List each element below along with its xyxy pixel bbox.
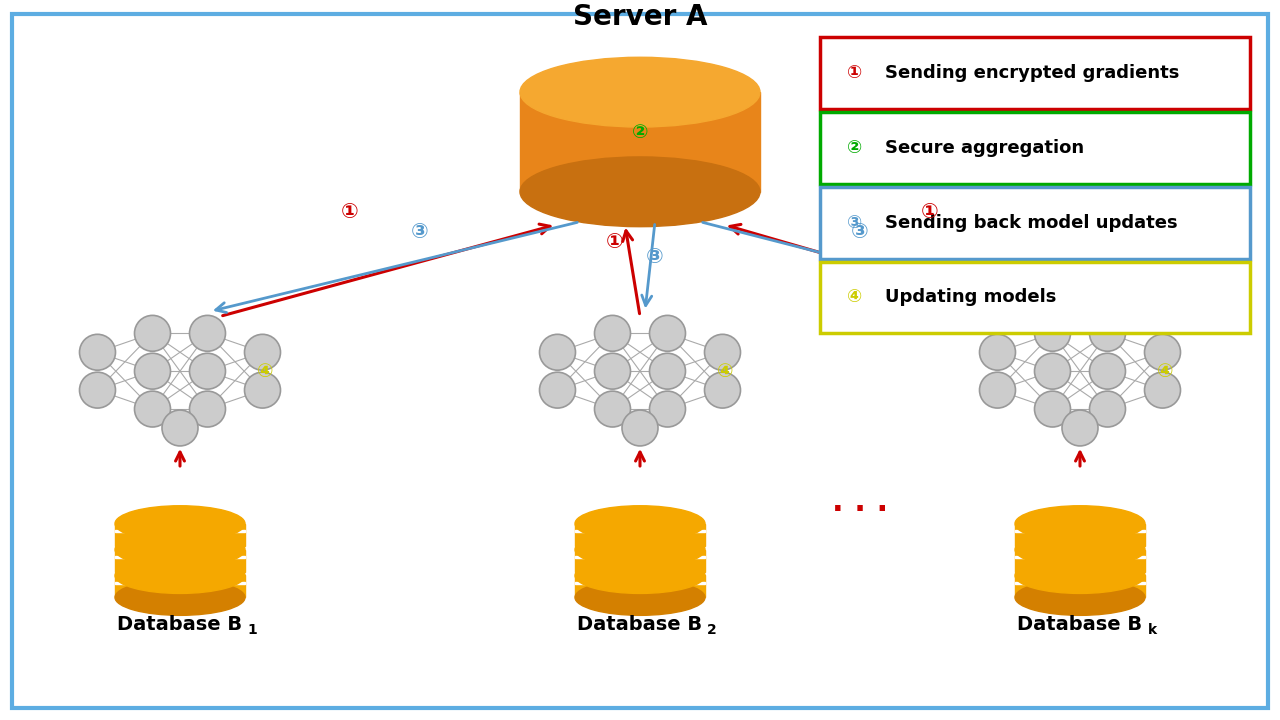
Circle shape — [704, 334, 741, 370]
Ellipse shape — [1015, 557, 1146, 593]
Bar — [1015, 575, 1146, 598]
Circle shape — [244, 372, 280, 408]
Text: ②: ② — [632, 122, 648, 142]
Text: ④: ④ — [257, 361, 273, 381]
Circle shape — [134, 315, 170, 351]
Text: ④: ④ — [847, 289, 863, 307]
Text: Database B: Database B — [118, 616, 243, 634]
Bar — [520, 92, 760, 192]
FancyBboxPatch shape — [12, 14, 1268, 708]
Bar — [115, 556, 244, 558]
Text: ③: ③ — [411, 222, 429, 242]
Text: Secure aggregation: Secure aggregation — [884, 139, 1084, 157]
Text: Updating models: Updating models — [884, 289, 1056, 307]
Circle shape — [1034, 315, 1070, 351]
FancyBboxPatch shape — [820, 186, 1251, 258]
FancyBboxPatch shape — [820, 112, 1251, 184]
Circle shape — [539, 334, 576, 370]
Text: ①: ① — [607, 232, 623, 251]
Ellipse shape — [520, 58, 760, 127]
Bar — [115, 523, 244, 546]
Circle shape — [1034, 354, 1070, 389]
Ellipse shape — [575, 557, 705, 593]
Circle shape — [189, 354, 225, 389]
Circle shape — [979, 334, 1015, 370]
Circle shape — [79, 334, 115, 370]
Bar — [575, 556, 705, 558]
Bar — [1015, 549, 1146, 572]
Circle shape — [163, 410, 198, 446]
Text: · · ·: · · · — [832, 496, 888, 525]
Circle shape — [1144, 372, 1180, 408]
Circle shape — [189, 391, 225, 427]
Text: ④: ④ — [1157, 361, 1174, 381]
Text: ①: ① — [342, 202, 358, 222]
Circle shape — [79, 372, 115, 408]
Bar — [115, 530, 244, 533]
Ellipse shape — [1015, 505, 1146, 541]
Text: ③: ③ — [847, 214, 863, 232]
Circle shape — [649, 354, 686, 389]
Ellipse shape — [115, 505, 244, 541]
Circle shape — [539, 372, 576, 408]
Bar — [115, 549, 244, 572]
Circle shape — [1034, 391, 1070, 427]
FancyBboxPatch shape — [820, 37, 1251, 109]
Ellipse shape — [115, 531, 244, 567]
Circle shape — [134, 391, 170, 427]
Text: ④: ④ — [717, 361, 733, 381]
Bar — [1015, 523, 1146, 546]
Text: ③: ③ — [646, 246, 664, 266]
Text: ③: ③ — [851, 222, 869, 242]
Circle shape — [622, 410, 658, 446]
Ellipse shape — [1015, 531, 1146, 567]
Circle shape — [649, 315, 686, 351]
Bar — [575, 575, 705, 598]
Circle shape — [979, 372, 1015, 408]
Bar — [115, 575, 244, 598]
Circle shape — [1144, 334, 1180, 370]
Bar — [575, 582, 705, 584]
Ellipse shape — [520, 157, 760, 227]
Text: Sending encrypted gradients: Sending encrypted gradients — [884, 64, 1179, 82]
Circle shape — [594, 391, 631, 427]
Text: 1: 1 — [247, 624, 257, 637]
FancyBboxPatch shape — [820, 261, 1251, 333]
Text: ①: ① — [922, 202, 938, 222]
Circle shape — [704, 372, 741, 408]
Ellipse shape — [575, 505, 705, 541]
Circle shape — [594, 354, 631, 389]
Circle shape — [649, 391, 686, 427]
Text: ①: ① — [847, 64, 863, 82]
Bar — [1015, 530, 1146, 533]
Ellipse shape — [115, 580, 244, 616]
Circle shape — [1089, 391, 1125, 427]
Circle shape — [189, 315, 225, 351]
Circle shape — [244, 334, 280, 370]
Circle shape — [1062, 410, 1098, 446]
Circle shape — [1089, 315, 1125, 351]
Bar — [575, 549, 705, 572]
Circle shape — [594, 315, 631, 351]
Ellipse shape — [575, 531, 705, 567]
Text: ②: ② — [847, 139, 863, 157]
Text: Database B: Database B — [577, 616, 703, 634]
Circle shape — [134, 354, 170, 389]
Bar — [1015, 556, 1146, 558]
Text: Database B: Database B — [1018, 616, 1143, 634]
Ellipse shape — [115, 557, 244, 593]
Bar — [1015, 582, 1146, 584]
Text: 2: 2 — [707, 624, 717, 637]
Bar — [575, 530, 705, 533]
Ellipse shape — [575, 580, 705, 616]
Bar — [115, 582, 244, 584]
Text: Sending back model updates: Sending back model updates — [884, 214, 1178, 232]
Ellipse shape — [1015, 580, 1146, 616]
Bar — [575, 523, 705, 546]
Text: Server A: Server A — [572, 4, 708, 32]
Circle shape — [1089, 354, 1125, 389]
Text: k: k — [1147, 624, 1157, 637]
